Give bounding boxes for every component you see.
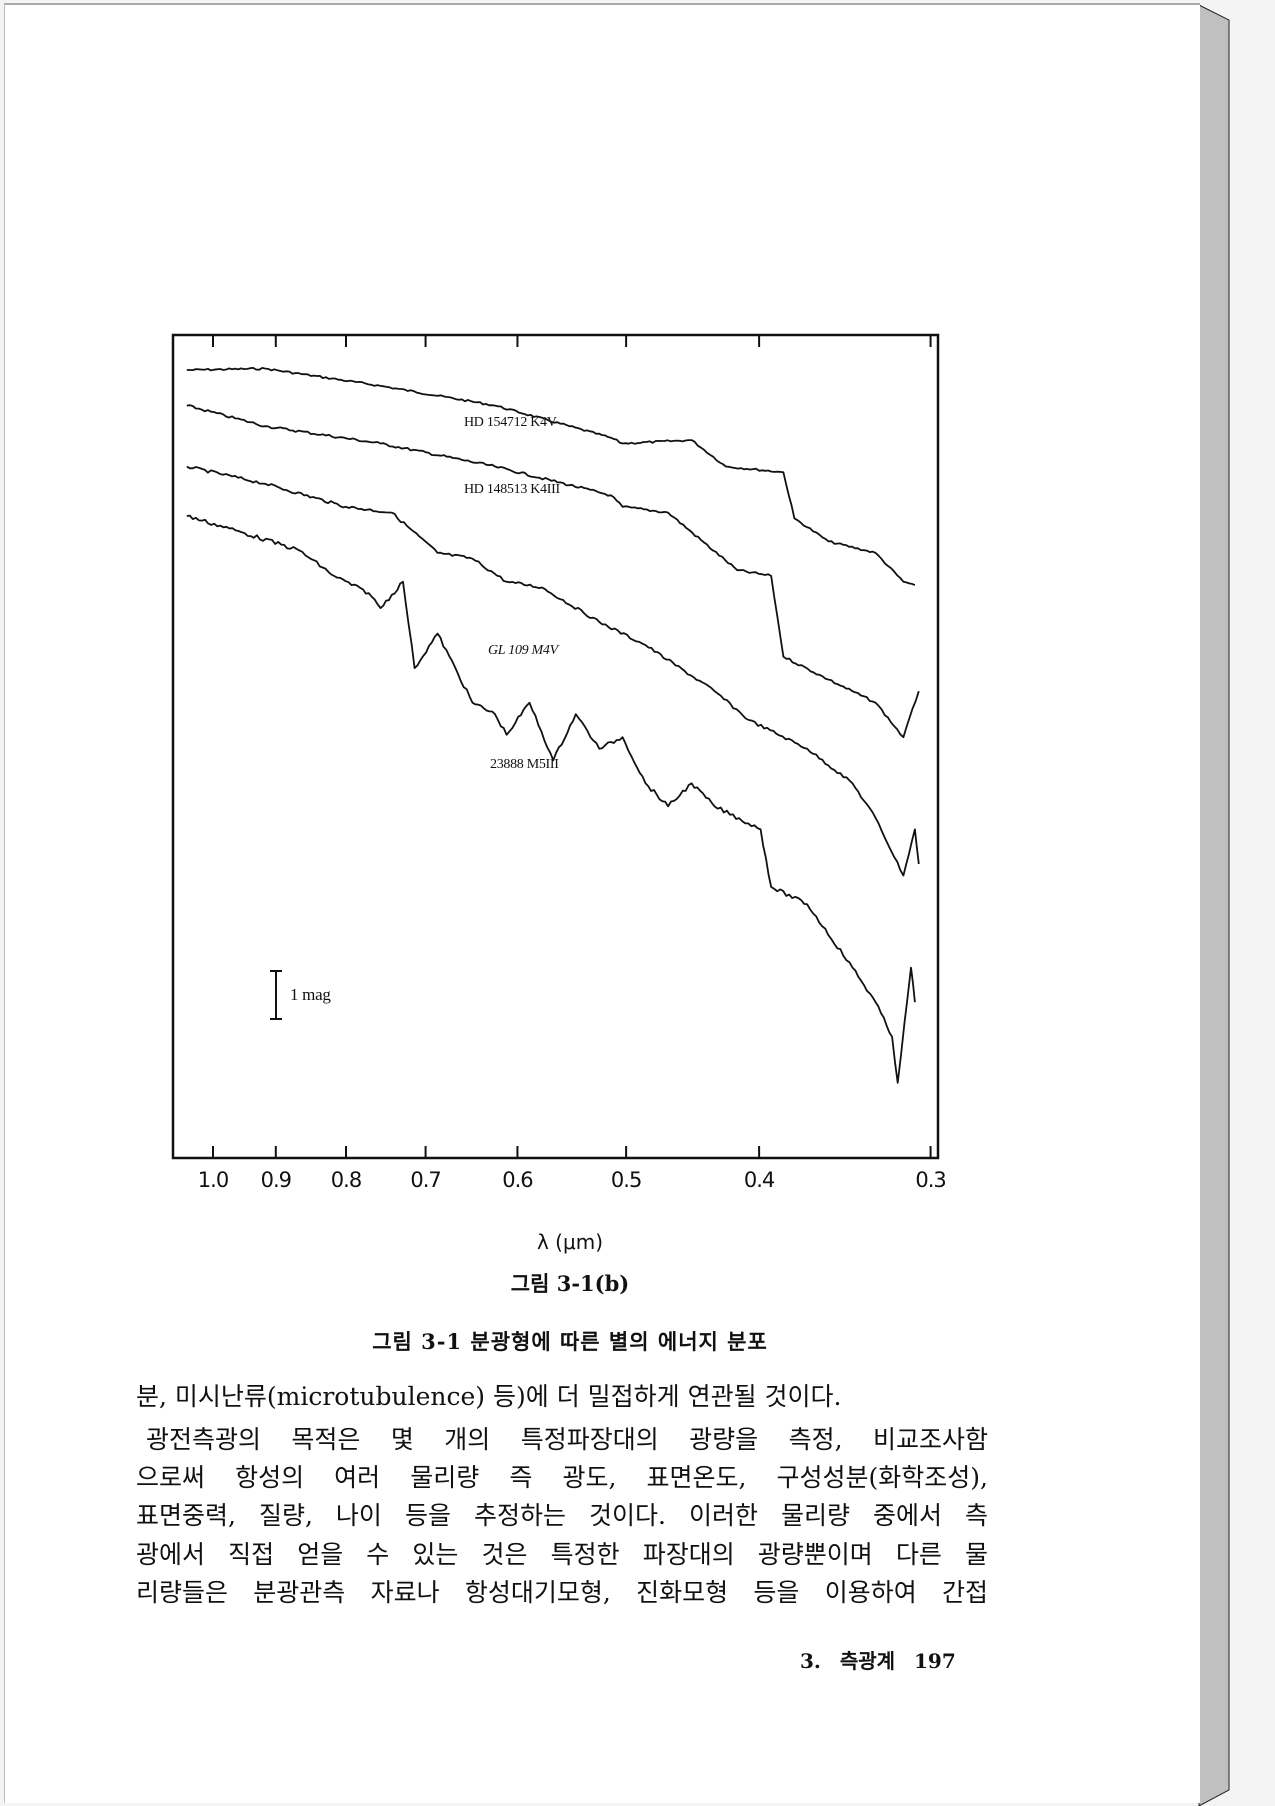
x-tick-label: 0.4 [743,1168,775,1192]
scale-bar-label: 1 mag [290,985,331,1004]
x-tick-label: 0.7 [410,1168,441,1192]
series-label: GL 109 M4V [488,643,558,658]
series-label: HD 148513 K4III [464,482,560,497]
body-line: 광에서 직접 얻을 수 있는 것은 특정한 파장대의 광량뿐이며 다른 물 [136,1540,988,1569]
body-line: 표면중력, 질량, 나이 등을 추정하는 것이다. 이러한 물리량 중에서 측 [136,1501,988,1530]
chapter-title: 3. 측광계 [800,1649,896,1673]
body-line: 리량들은 분광관측 자료나 항성대기모형, 진화모형 등을 이용하여 간접 [136,1578,988,1607]
spectrum-line [186,366,916,586]
x-axis-label: λ (μm) [536,1230,603,1254]
book-page [4,3,1200,1803]
page-number: 197 [914,1649,956,1673]
plot-frame [171,333,940,1160]
scale-bar [270,970,282,1020]
series-label: 23888 M5III [490,757,559,772]
figure-caption: 그림 3-1 분광형에 따른 별의 에너지 분포 [372,1329,768,1354]
body-line: 분, 미시난류(microtubulence) 등)에 더 밀접하게 연관될 것… [136,1382,842,1411]
x-tick-label: 1.0 [197,1168,229,1192]
body-line: 광전측광의 목적은 몇 개의 특정파장대의 광량을 측정, 비교조사함 [146,1425,988,1454]
body-line: 으로써 항성의 여러 물리량 즉 광도, 표면온도, 구성성분(화학조성), [136,1463,988,1492]
running-footer: 3. 측광계 197 [800,1645,956,1674]
spectrum-line [186,514,916,1084]
x-tick-label: 0.6 [502,1168,533,1192]
spectrum-line [186,404,920,739]
spectrum-line [186,465,920,877]
subfigure-label: 그림 3-1(b) [510,1271,630,1296]
x-tick-label: 0.5 [610,1168,642,1192]
x-tick-label: 0.9 [260,1168,292,1192]
series-label: HD 154712 K4V [464,415,557,430]
x-tick-label: 0.8 [330,1168,362,1192]
x-tick-label: 0.3 [915,1168,946,1192]
